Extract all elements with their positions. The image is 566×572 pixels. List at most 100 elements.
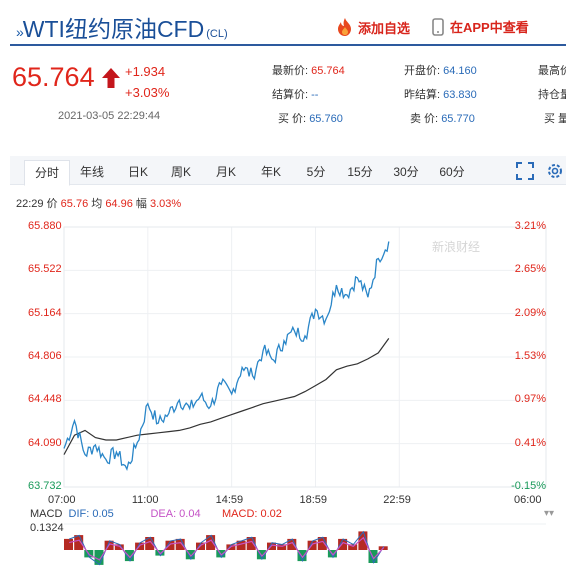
tab-60min[interactable]: 60分 <box>439 165 465 179</box>
x-tick-time: 14:59 <box>215 494 244 506</box>
watermark: 新浪财经 <box>432 239 480 254</box>
quote-label: 昨结算: <box>404 89 441 101</box>
instrument-name: WTI纽约原油CFD <box>22 16 205 42</box>
macd-bar <box>246 537 256 550</box>
macd-bar <box>287 538 297 550</box>
y-tick-pct: 0.97% <box>514 393 546 406</box>
tab-30min[interactable]: 30分 <box>393 165 419 179</box>
tab-15min[interactable]: 15分 <box>347 165 373 179</box>
quote-ask: 卖 价: 65.770 <box>410 110 475 126</box>
macd-bar <box>358 531 368 550</box>
quote-bid: 买 价: 65.760 <box>278 110 343 126</box>
open-app-button[interactable]: 在APP中查看 <box>432 17 529 36</box>
quote-label: 开盘价: <box>404 65 441 77</box>
y-tick-price: 64.090 <box>28 436 62 449</box>
phone-icon <box>432 17 444 36</box>
price-change: +1.934 <box>125 64 166 79</box>
macd-top-value: 0.1324 <box>30 522 64 534</box>
x-tick-time: 06:00 <box>514 494 542 506</box>
y-tick-pct: 2.65% <box>514 263 546 276</box>
plot-frame <box>63 226 547 488</box>
y-tick-pct: 3.21% <box>514 220 546 232</box>
macd-bar <box>297 550 307 562</box>
avg-line-group <box>63 338 390 455</box>
macd-bar <box>114 544 124 550</box>
macd-bar <box>206 535 216 550</box>
add-watchlist-button[interactable]: 添加自选 <box>336 17 410 37</box>
tab-intraday[interactable]: 分时 <box>24 160 70 186</box>
last-price: 65.764 <box>12 62 95 92</box>
x-tick-time: 11:00 <box>131 494 159 506</box>
legend-price-label: 价 <box>46 198 58 210</box>
y-tick-price: 63.732 <box>28 480 62 492</box>
chart-legend: 22:29 价 65.76 均 64.96 幅 3.03% <box>16 195 181 211</box>
y-tick-price: 64.448 <box>28 393 62 406</box>
quote-prev-settle: 昨结算: 63.830 <box>404 86 477 102</box>
quote-label: 卖 价: <box>410 113 439 125</box>
x-tick-time: 18:59 <box>299 494 327 506</box>
quote-timestamp: 2021-03-05 22:29:44 <box>58 110 161 122</box>
quote-label: 买 量 <box>544 113 566 125</box>
macd-bar <box>277 544 287 550</box>
price-line <box>63 241 390 471</box>
quote-high: 最高价 <box>538 62 566 78</box>
instrument-title: » WTI纽约原油CFD (CL) <box>16 10 228 42</box>
tab-yearly-k[interactable]: 年K <box>260 165 281 179</box>
quote-settle: 结算价: -- <box>272 86 318 102</box>
quote-value: 64.160 <box>443 65 477 77</box>
quote-open-interest: 持仓量 <box>538 86 566 102</box>
macd-bar <box>64 538 73 550</box>
avg-line <box>63 338 390 455</box>
open-app-label: 在APP中查看 <box>450 20 529 35</box>
quote-open: 开盘价: 64.160 <box>404 62 477 78</box>
y-tick-pct: 0.41% <box>514 436 546 449</box>
period-tabs <box>10 156 566 185</box>
macd-expand-icon[interactable]: ▾▾ <box>544 508 555 519</box>
quote-value: 65.770 <box>441 113 475 125</box>
y-tick-price: 65.164 <box>28 306 62 319</box>
y-tick-pct: 2.09% <box>514 306 546 319</box>
fullscreen-icon[interactable] <box>516 162 534 180</box>
tab-5min[interactable]: 5分 <box>306 165 326 179</box>
settings-icon[interactable] <box>546 162 564 180</box>
macd-bar <box>145 537 155 550</box>
macd-bar <box>94 550 104 565</box>
legend-amp-label: 幅 <box>135 198 147 210</box>
macd-bar <box>74 535 84 550</box>
y-tick-pct: 1.53% <box>514 350 546 362</box>
macd-dea-line <box>68 536 385 561</box>
quote-value: 65.760 <box>309 113 343 125</box>
watermark-text: 新浪财经 <box>432 239 480 254</box>
tab-weekly-k[interactable]: 周K <box>170 165 191 179</box>
quote-bid-volume: 买 量 <box>544 110 566 126</box>
quote-label: 结算价: <box>272 89 309 101</box>
price-line-group <box>63 241 390 471</box>
y-tick-price: 65.522 <box>28 263 62 276</box>
quote-value: 63.830 <box>443 89 477 101</box>
tab-daily-k[interactable]: 日K <box>127 165 148 179</box>
y-tick-price: 65.880 <box>28 220 62 232</box>
macd-value: MACD: 0.02 <box>222 508 282 520</box>
legend-price-value: 65.76 <box>60 198 89 210</box>
quote-label: 最高价 <box>538 65 566 77</box>
macd-legend: MACD DIF: 0.05 DEA: 0.04 MACD: 0.02 <box>30 508 282 520</box>
macd-bar <box>338 538 348 550</box>
header-divider <box>10 44 566 46</box>
tab-yearline[interactable]: 年线 <box>79 165 104 179</box>
macd-group <box>64 523 546 566</box>
macd-bar <box>317 537 327 550</box>
flame-icon <box>338 18 351 36</box>
macd-dea: DEA: 0.04 <box>150 508 201 520</box>
price-change-pct: +3.03% <box>125 85 170 100</box>
chart-grid <box>63 226 547 488</box>
macd-bar <box>348 544 358 550</box>
tab-monthly-k[interactable]: 月K <box>215 165 236 179</box>
instrument-code: (CL) <box>206 28 228 40</box>
quote-value: 65.764 <box>311 65 345 77</box>
legend-time: 22:29 <box>16 198 44 210</box>
macd-bar <box>236 540 246 550</box>
legend-avg-label: 均 <box>91 198 103 210</box>
macd-name: MACD <box>30 508 63 520</box>
macd-bar <box>165 540 175 550</box>
